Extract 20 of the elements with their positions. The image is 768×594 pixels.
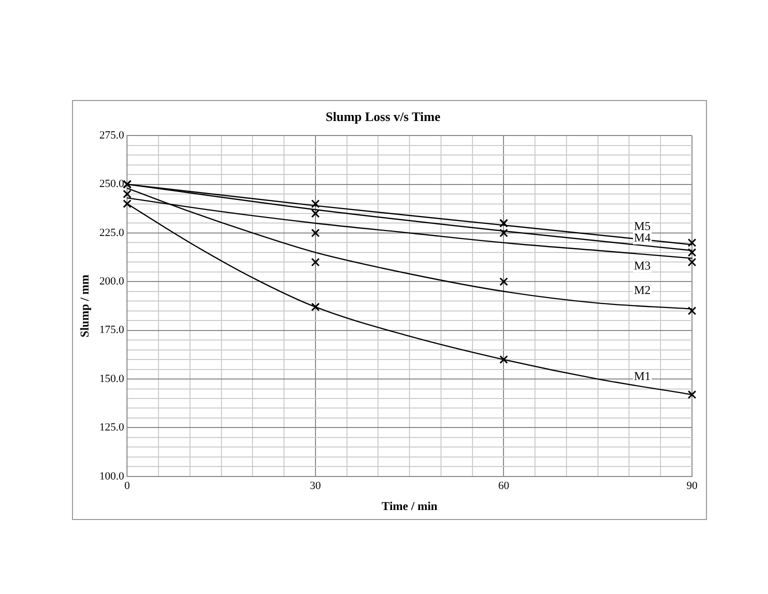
y-axis-title: Slump / mm [77,274,92,338]
y-tick-label: 275.0 [99,129,125,142]
y-tick-label: 225.0 [99,226,125,239]
x-axis-title: Time / min [382,498,438,513]
series-label: M2 [634,283,651,298]
chart-title: Slump Loss v/s Time [326,109,441,124]
y-tick-label: 100.0 [99,470,125,482]
x-tick-label: 30 [310,480,322,492]
series-label: M1 [634,368,651,383]
y-tick-label: 150.0 [99,372,125,385]
series-label: M4 [634,230,651,245]
series-label: M5 [634,218,651,233]
y-tick-label: 200.0 [99,276,125,288]
x-tick-label: 0 [124,480,130,492]
y-tick-label: 250.0 [99,178,125,190]
x-tick-label: 60 [498,480,510,492]
series-label: M3 [634,258,651,272]
y-tick-label: 125.0 [99,422,125,434]
y-tick-label: 175.0 [99,324,125,336]
x-tick-label: 90 [686,480,698,492]
